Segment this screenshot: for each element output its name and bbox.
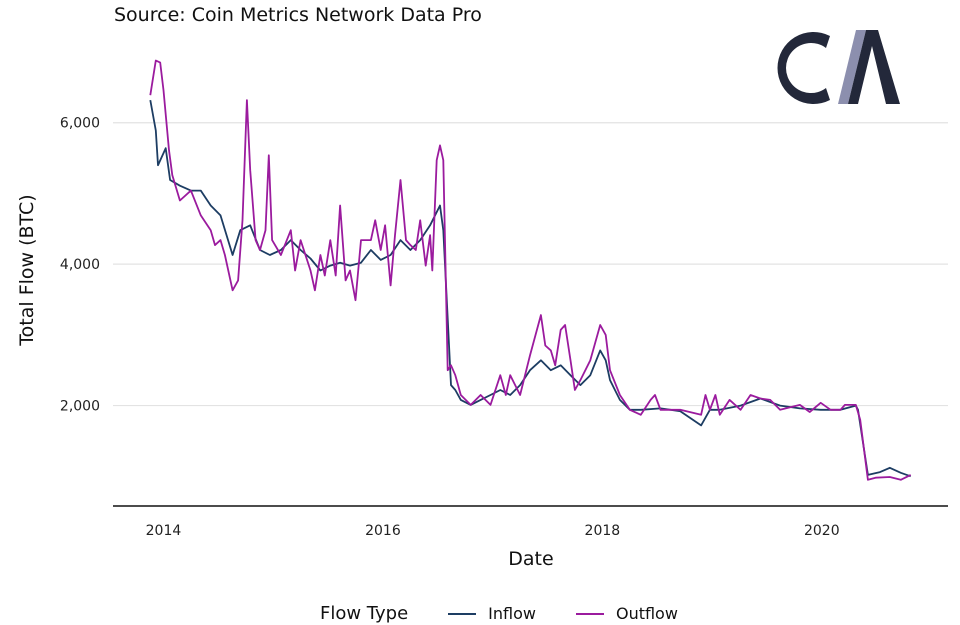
y-tick-label: 4,000 [60,257,100,273]
y-tick-label: 6,000 [60,116,100,132]
series-line-outflow [149,59,912,481]
y-tick-labels: 2,000 4,000 6,000 [60,116,100,415]
legend-label-inflow: Inflow [488,604,536,623]
series-line-inflow [149,99,911,478]
y-axis-title: Total Flow (BTC) [16,194,38,346]
legend-swatch-inflow [448,612,477,615]
logo-c [777,32,830,105]
logo-slash [838,30,866,104]
coin-metrics-logo [777,30,900,105]
legend-swatch-outflow [575,612,604,615]
x-axis-title: Date [508,548,553,570]
x-tick-labels: 2014 2016 2018 2020 [146,523,840,539]
x-tick-label: 2016 [365,523,401,539]
x-tick-label: 2014 [146,523,182,539]
legend: Flow Type Inflow Outflow [320,603,678,624]
y-tick-label: 2,000 [60,399,100,415]
legend-title: Flow Type [320,603,409,624]
x-tick-label: 2018 [585,523,621,539]
series-lines [149,59,912,481]
logo-m [848,30,900,104]
chart-subtitle: Source: Coin Metrics Network Data Pro [114,4,482,26]
legend-item-outflow: Outflow [575,604,678,623]
gridlines [113,122,948,407]
x-tick-label: 2020 [804,523,840,539]
legend-item-inflow: Inflow [448,604,536,623]
legend-label-outflow: Outflow [615,604,678,623]
